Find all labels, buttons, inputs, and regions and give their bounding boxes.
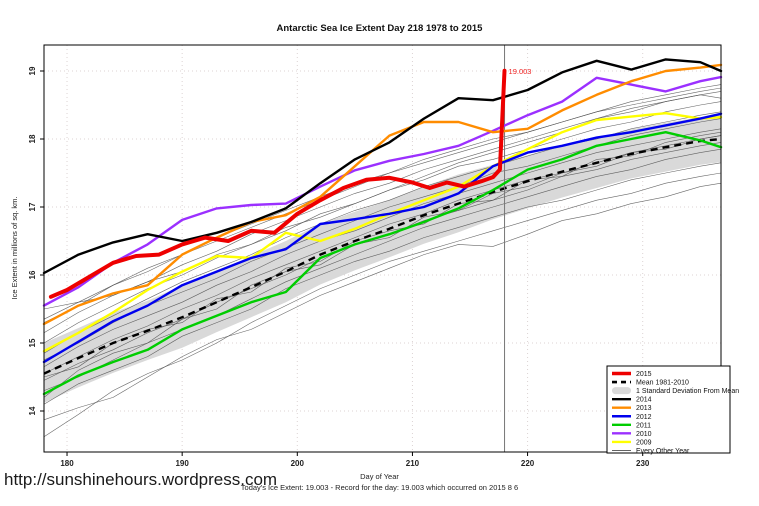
y-tick-label: 19 — [28, 66, 37, 75]
x-tick-label: 190 — [175, 459, 189, 468]
chart-title: Antarctic Sea Ice Extent Day 218 1978 to… — [276, 23, 483, 34]
y-tick-label: 15 — [28, 338, 37, 347]
url-watermark: http://sunshinehours.wordpress.com — [4, 470, 278, 489]
x-tick-label: 180 — [60, 459, 74, 468]
other-year-line — [43, 182, 722, 421]
legend-label: 2012 — [636, 414, 652, 421]
legend-label: 2010 — [636, 431, 652, 438]
series-line-2010 — [42, 75, 723, 307]
legend-box — [606, 365, 731, 454]
y-tick-label: 18 — [28, 134, 37, 143]
y-tick-label: 16 — [28, 270, 37, 279]
legend-label: 2014 — [636, 397, 652, 404]
other-year-line — [43, 128, 722, 368]
other-year-line — [43, 162, 722, 405]
status-line: Today's Ice Extent: 19.003 - Record for … — [240, 483, 519, 492]
series-line-2013 — [42, 63, 723, 326]
other-year-line — [43, 172, 722, 438]
series-line-2012 — [42, 112, 723, 364]
series-line-2011 — [42, 130, 723, 396]
mean-line — [43, 137, 722, 375]
other-year-line — [43, 94, 722, 310]
y-axis-label: Ice Extent in millions of sq. km. — [10, 197, 19, 300]
sd-band — [44, 115, 721, 403]
x-axis-label: Day of Year — [360, 472, 399, 481]
series-line-2015 — [48, 68, 507, 299]
legend-swatch-band — [612, 387, 631, 395]
plot-box — [43, 44, 722, 453]
y-tick-label: 14 — [28, 406, 37, 415]
other-year-line — [43, 84, 722, 323]
legend-label: Mean 1981-2010 — [636, 380, 689, 387]
other-year-line — [43, 111, 722, 354]
x-tick-label: 230 — [636, 459, 650, 468]
legend-label: 2015 — [636, 371, 652, 378]
y-tick-label: 17 — [28, 202, 37, 211]
legend-label: 2011 — [636, 422, 651, 429]
legend-label: 2009 — [636, 439, 652, 446]
legend-label: Every Other Year — [636, 448, 690, 455]
x-tick-label: 220 — [521, 459, 535, 468]
legend-label: 2013 — [636, 405, 652, 412]
x-tick-label: 210 — [406, 459, 420, 468]
legend-label: 1 Standard Deviation From Mean — [636, 388, 739, 395]
other-year-line — [43, 118, 722, 361]
record-annotation: 19.003 — [509, 67, 532, 76]
other-year-line — [43, 148, 722, 391]
x-tick-label: 200 — [291, 459, 305, 468]
series-line-2014 — [42, 58, 723, 275]
